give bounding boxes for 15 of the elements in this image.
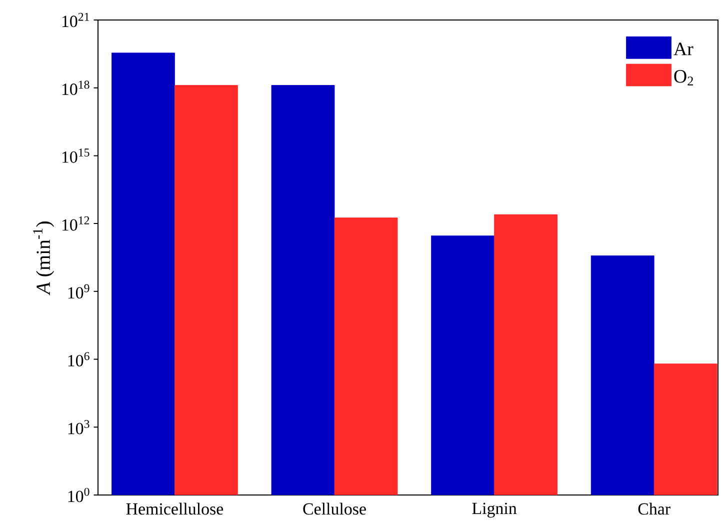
legend-label: O$_{2}$ (674, 70, 693, 86)
legend-label: Ar (674, 42, 694, 56)
y-tick-label: 10$^{18}$ (62, 80, 90, 95)
y-tick-label: 10$^{12}$ (62, 216, 90, 231)
y-tick-label: 10$^{3}$ (68, 420, 90, 434)
y-tick-label: 10$^{21}$ (62, 12, 90, 28)
y-axis-title: A (min$^{-1}$) (33, 222, 54, 296)
y-tick-label: 10$^{6}$ (68, 352, 90, 366)
x-tick-label: Lignin (472, 502, 517, 518)
y-tick-label: 10$^{0}$ (68, 488, 90, 502)
x-tick-label: Hemicellulose (126, 502, 224, 515)
x-tick-label: Char (638, 502, 670, 515)
y-tick-label: 10$^{15}$ (62, 148, 90, 163)
y-tick-label: 10$^{9}$ (68, 284, 90, 299)
x-tick-label: Cellulose (303, 502, 366, 515)
